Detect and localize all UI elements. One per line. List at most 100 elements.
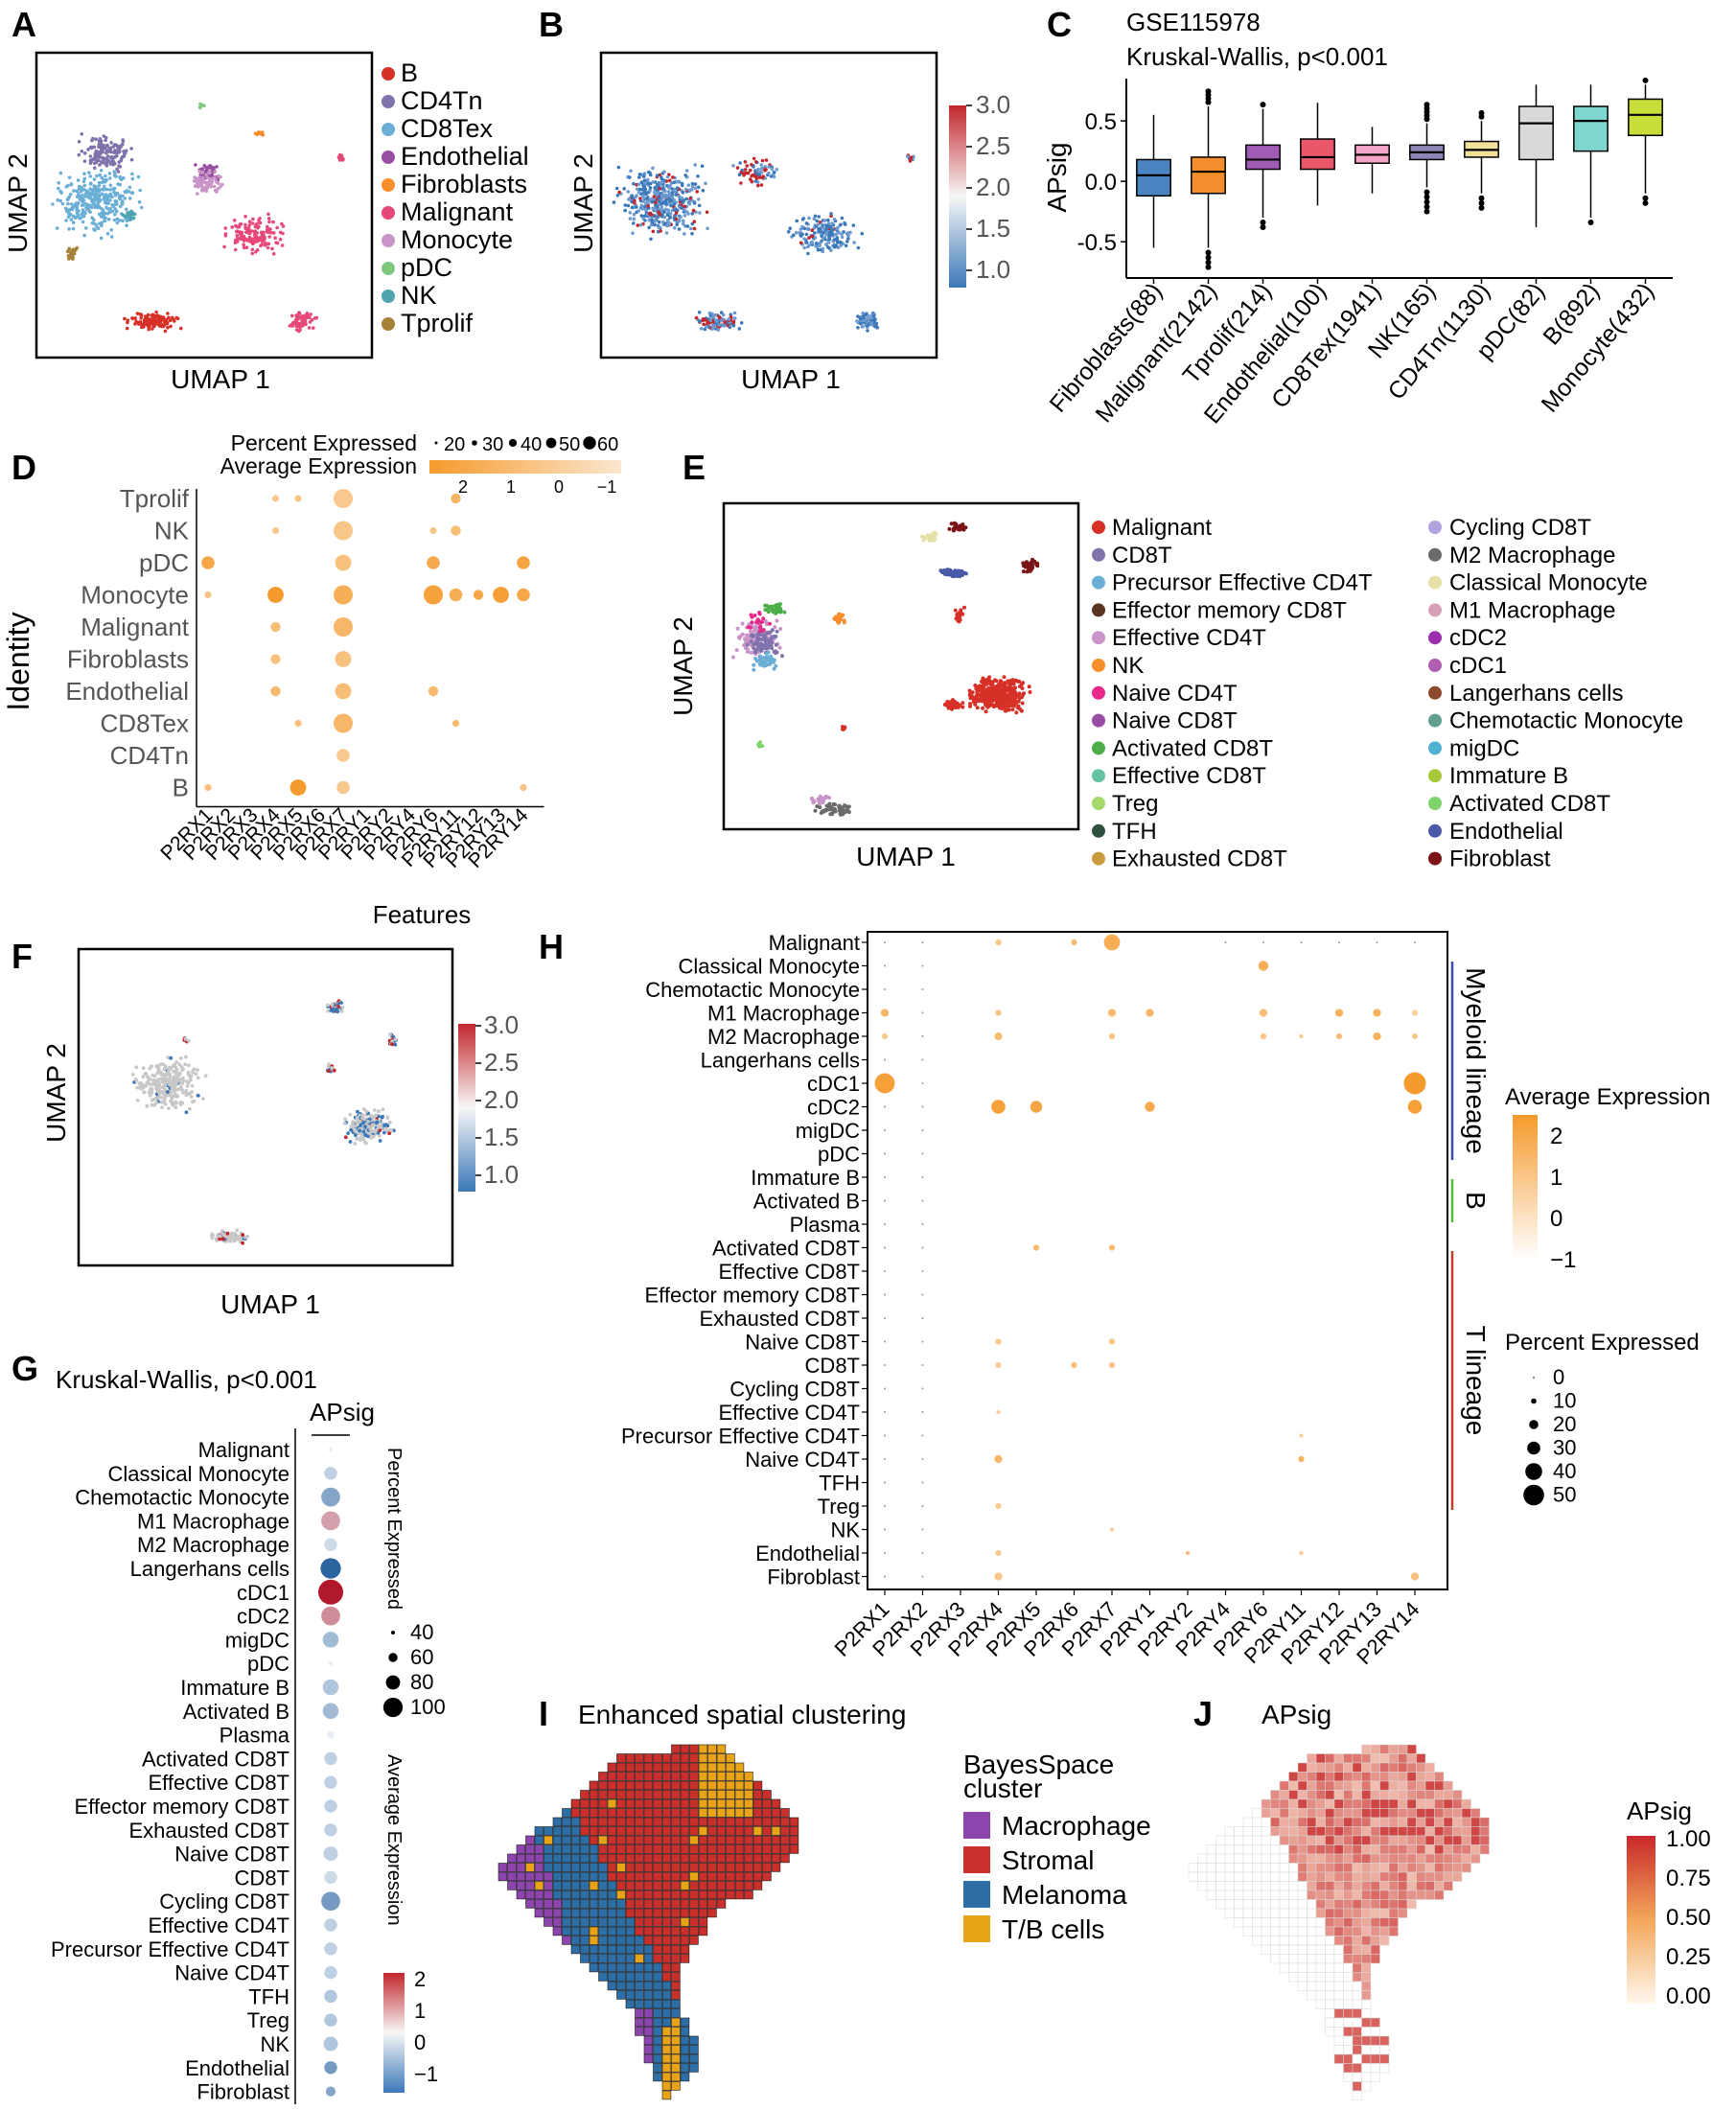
umap-point bbox=[761, 628, 766, 633]
umap-point bbox=[255, 231, 259, 235]
spatial-spot bbox=[744, 1863, 753, 1872]
spatial-spot bbox=[635, 1772, 644, 1781]
umap-point bbox=[653, 222, 657, 227]
umap-point bbox=[223, 233, 228, 238]
umap-point bbox=[735, 626, 740, 631]
legend-key bbox=[382, 95, 395, 108]
spatial-spot bbox=[653, 1798, 662, 1809]
panel-e-xlabel: UMAP 1 bbox=[856, 842, 956, 871]
umap-point bbox=[985, 690, 990, 695]
legend-label: pDC bbox=[401, 253, 452, 282]
umap-point bbox=[1017, 696, 1022, 701]
umap-point bbox=[764, 168, 768, 172]
spatial-spot bbox=[534, 1881, 544, 1890]
umap-point bbox=[677, 194, 682, 198]
umap-point bbox=[755, 633, 760, 637]
umap-point bbox=[963, 525, 968, 530]
umap-point bbox=[754, 172, 758, 175]
umap-point bbox=[646, 177, 650, 182]
umap-point bbox=[641, 194, 645, 197]
spatial-spot bbox=[698, 1790, 708, 1799]
umap-point bbox=[825, 244, 830, 249]
size-key-label: 100 bbox=[410, 1695, 446, 1719]
umap-point bbox=[83, 195, 88, 198]
spatial-spot bbox=[643, 1798, 654, 1809]
spatial-spot bbox=[661, 1962, 672, 1973]
spatial-spot bbox=[661, 1954, 672, 1963]
legend-label: Effective CD8T bbox=[1112, 763, 1266, 789]
spatial-spot bbox=[643, 1863, 654, 1872]
spatial-spot bbox=[598, 1772, 608, 1781]
umap-point bbox=[775, 618, 779, 623]
umap-point bbox=[662, 170, 666, 174]
spatial-spot bbox=[562, 1926, 571, 1936]
umap-point bbox=[361, 1137, 366, 1141]
umap-point bbox=[931, 538, 936, 543]
legend-key bbox=[1092, 851, 1105, 866]
spatial-spot bbox=[1406, 1790, 1417, 1800]
legend-label: NK bbox=[1112, 653, 1144, 679]
row-label: Endothelial bbox=[65, 677, 189, 706]
umap-point bbox=[257, 219, 261, 222]
umap-point bbox=[630, 205, 635, 210]
spatial-spot bbox=[1379, 1798, 1390, 1809]
spatial-spot bbox=[534, 1899, 544, 1909]
spatial-spot bbox=[643, 2045, 654, 2054]
spatial-spot bbox=[789, 1844, 799, 1854]
umap-point bbox=[731, 655, 735, 660]
umap-point bbox=[657, 220, 661, 224]
umap-point bbox=[845, 240, 849, 243]
umap-point bbox=[149, 1093, 152, 1098]
spatial-spot bbox=[1424, 1808, 1435, 1819]
umap-point bbox=[232, 1233, 236, 1237]
spatial-spot bbox=[1388, 1826, 1399, 1837]
umap-point bbox=[750, 174, 753, 178]
umap-point bbox=[160, 1105, 164, 1109]
umap-point bbox=[118, 145, 123, 150]
spatial-spot bbox=[1325, 1753, 1335, 1764]
spatial-spot bbox=[1406, 1844, 1417, 1855]
umap-point bbox=[771, 610, 775, 614]
umap-point bbox=[353, 1142, 358, 1146]
dot bbox=[327, 1731, 335, 1739]
spatial-spot bbox=[680, 1944, 690, 1955]
spatial-spot bbox=[1343, 1798, 1354, 1809]
umap-point bbox=[104, 150, 109, 154]
umap-point bbox=[281, 224, 286, 228]
dot bbox=[325, 2086, 336, 2097]
umap-point bbox=[643, 181, 647, 185]
colorbar-tick-label: 2.5 bbox=[976, 131, 1010, 160]
spatial-spot bbox=[607, 1780, 617, 1791]
umap-point bbox=[362, 1140, 367, 1144]
panel-f-xlabel: UMAP 1 bbox=[220, 1289, 320, 1319]
umap-point bbox=[290, 313, 294, 318]
spatial-spot bbox=[1424, 1798, 1435, 1809]
size-key-label: 40 bbox=[410, 1620, 433, 1644]
umap-point bbox=[1014, 710, 1019, 715]
dot bbox=[995, 1361, 1002, 1369]
dot bbox=[493, 587, 509, 603]
spatial-spot bbox=[1288, 1844, 1299, 1855]
umap-point bbox=[150, 1091, 154, 1095]
spatial-spot bbox=[689, 1853, 699, 1864]
umap-point bbox=[92, 145, 97, 150]
spatial-spot bbox=[635, 1999, 644, 2009]
legend-label: Naive CD8T bbox=[1112, 708, 1238, 734]
spatial-spot bbox=[653, 2017, 662, 2028]
spatial-spot bbox=[625, 1908, 636, 1918]
spatial-spot bbox=[1406, 1744, 1417, 1754]
spatial-spot bbox=[1307, 1798, 1317, 1809]
spatial-spot bbox=[570, 1871, 581, 1882]
umap-point bbox=[389, 1128, 394, 1133]
umap-point bbox=[218, 1237, 222, 1241]
spatial-spot bbox=[680, 2053, 690, 2064]
umap-point bbox=[750, 633, 754, 638]
spatial-spot bbox=[707, 1798, 717, 1809]
spatial-spot bbox=[680, 1798, 690, 1809]
umap-point bbox=[180, 1101, 185, 1105]
spatial-spot bbox=[598, 1844, 608, 1854]
spatial-spot bbox=[744, 1808, 753, 1818]
umap-point bbox=[639, 180, 644, 184]
umap-point bbox=[113, 154, 118, 159]
umap-point bbox=[77, 140, 81, 144]
